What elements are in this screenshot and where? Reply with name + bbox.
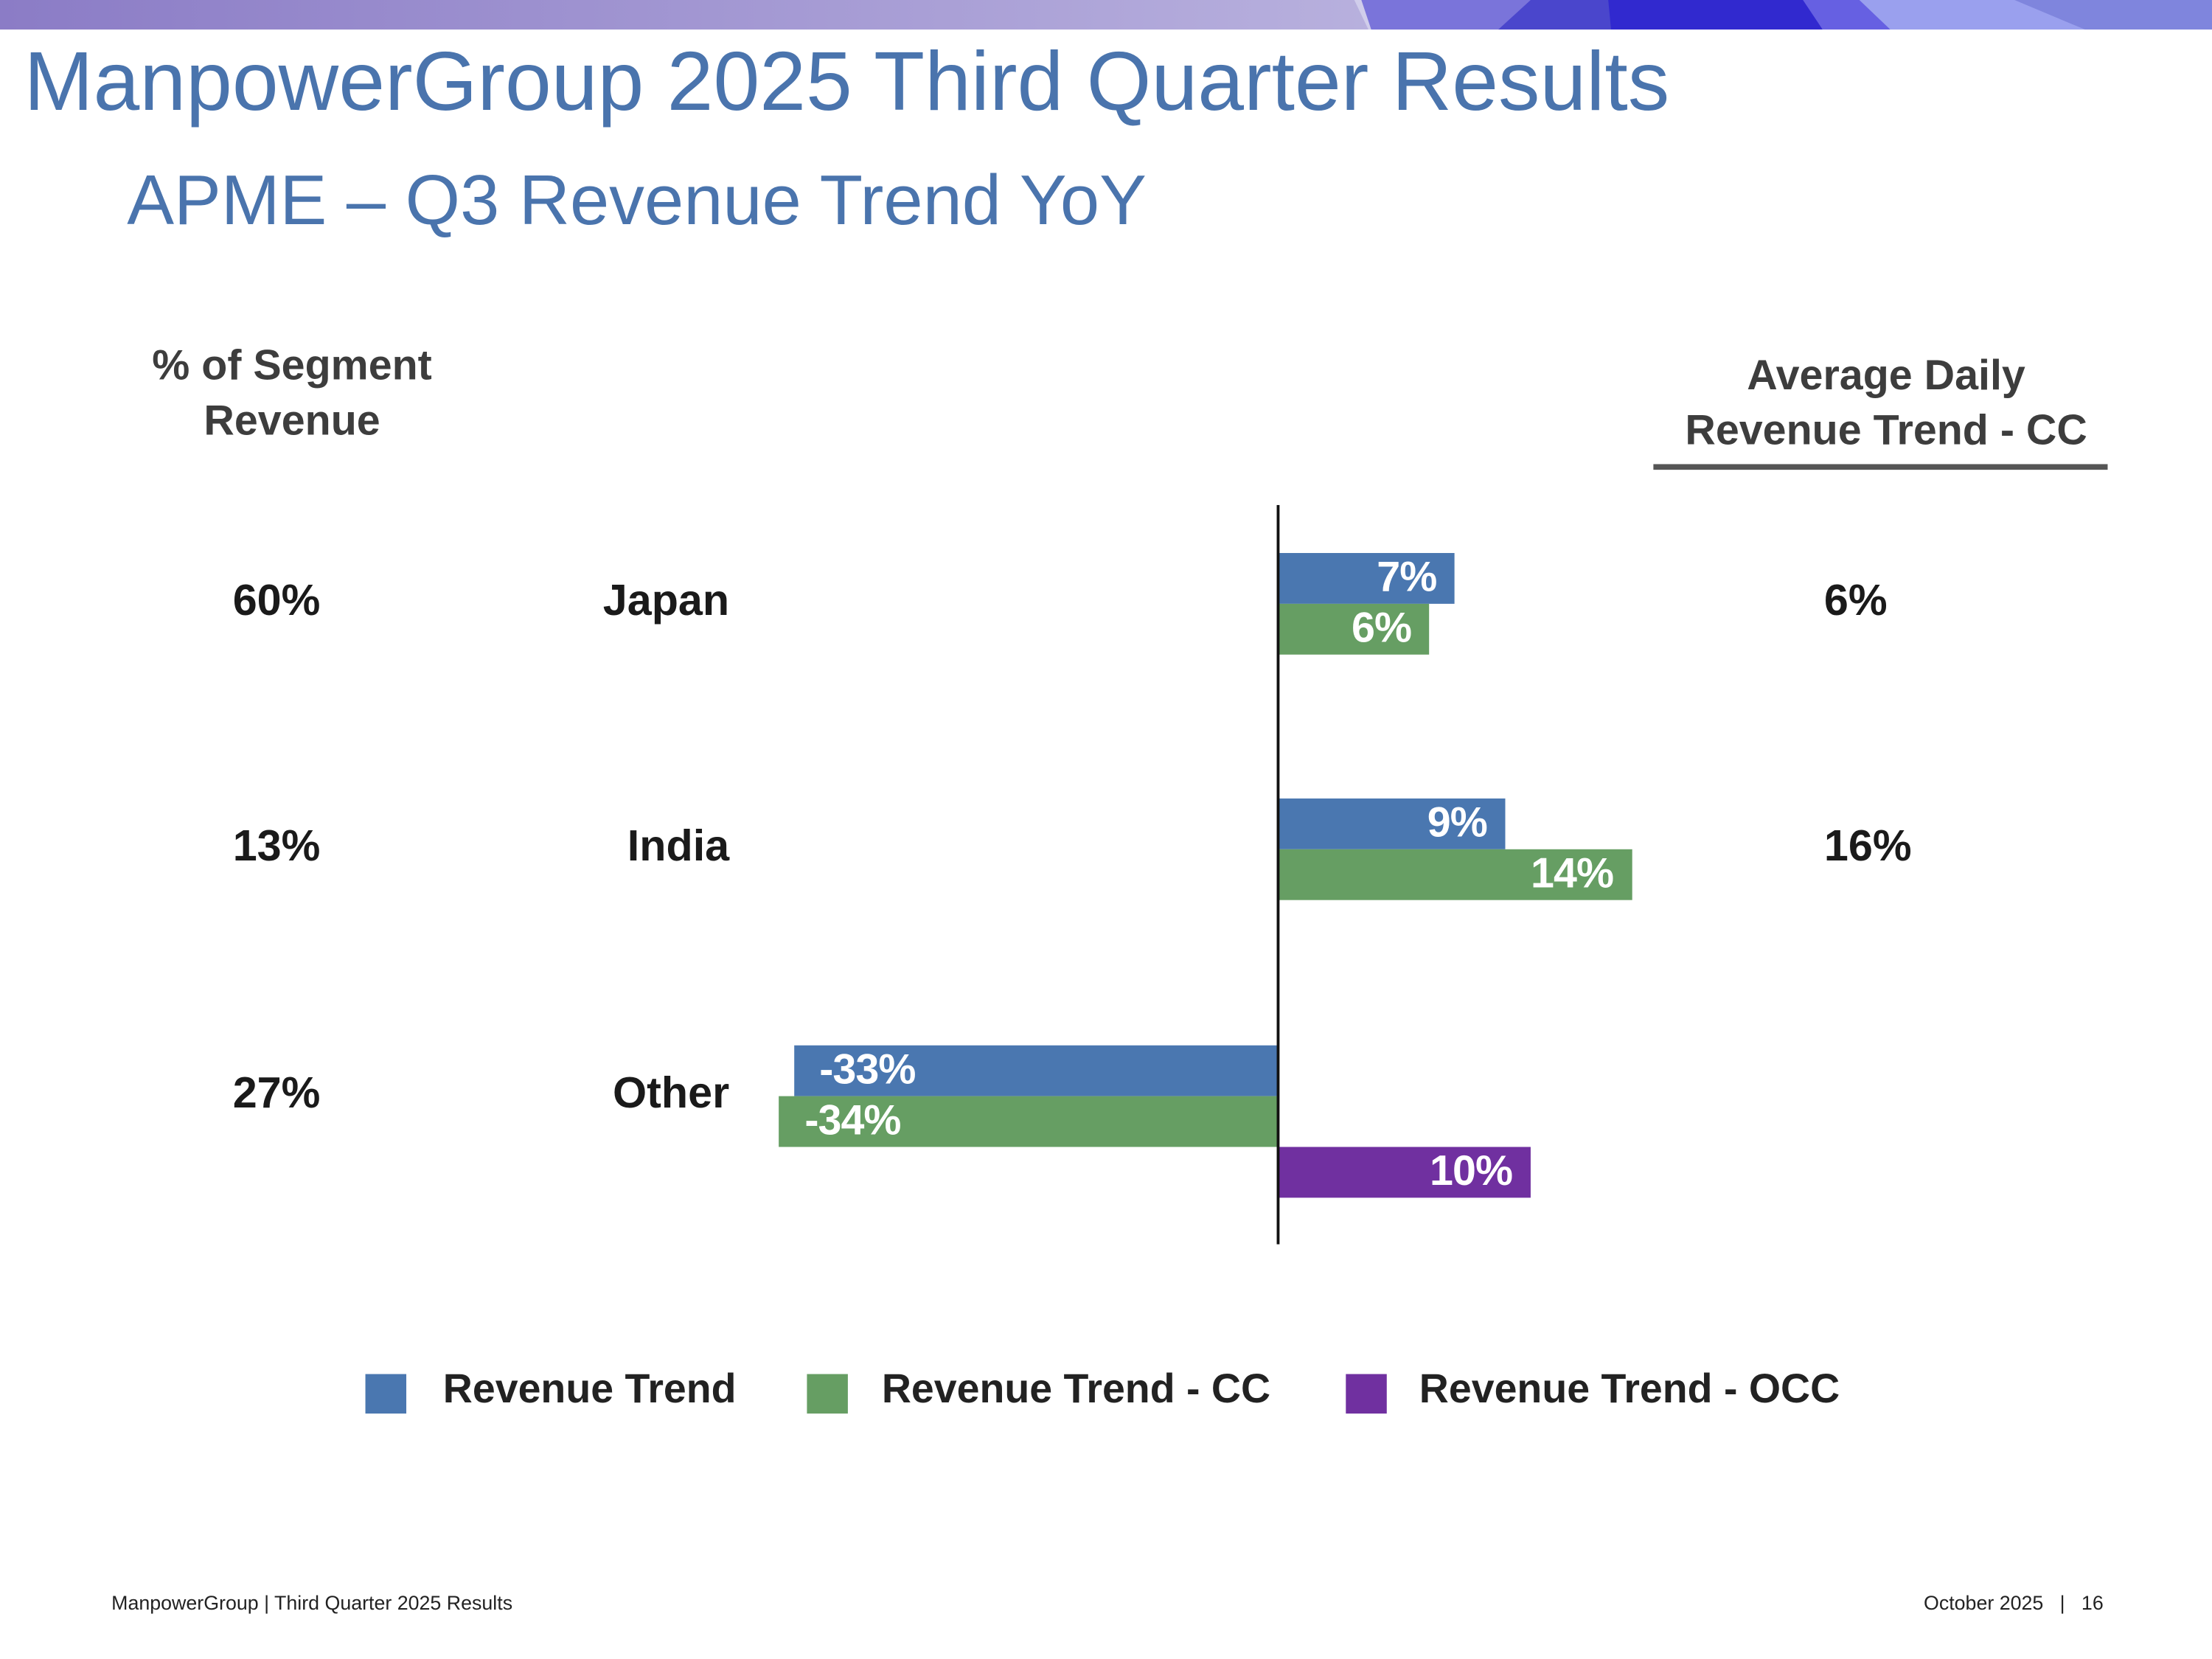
bar-data-label: 14%	[1531, 850, 1614, 897]
footer-left: ManpowerGroup | Third Quarter 2025 Resul…	[111, 1591, 513, 1614]
legend-swatch-revenue-trend	[365, 1374, 407, 1414]
bar-revenue-trend-cc-japan: 6%	[1278, 603, 1430, 655]
legend-label: Revenue Trend - CC	[881, 1366, 1271, 1413]
top-banner-decoration	[0, 0, 2212, 30]
header-line: Revenue	[204, 397, 380, 445]
segment-revenue-header: % of Segment Revenue	[80, 338, 504, 448]
legend-swatch-revenue-trend-cc	[807, 1374, 848, 1414]
avg-daily-value: 16%	[1823, 821, 1912, 871]
zero-axis	[1276, 504, 1280, 1245]
bar-revenue-trend-india: 9%	[1278, 798, 1506, 849]
bar-data-label: -33%	[819, 1046, 916, 1093]
legend-label: Revenue Trend	[442, 1366, 737, 1413]
category-label: India	[627, 821, 730, 871]
bar-revenue-trend-occ-other: 10%	[1278, 1147, 1531, 1198]
bar-data-label: 6%	[1352, 605, 1412, 652]
bar-data-label: -34%	[804, 1097, 901, 1144]
bar-data-label: 7%	[1377, 554, 1437, 602]
avg-daily-value: 6%	[1823, 575, 1888, 625]
segment-share: 27%	[232, 1068, 321, 1118]
header-line: Revenue Trend - CC	[1685, 407, 2087, 455]
bar-revenue-trend-cc-other: -34%	[779, 1096, 1279, 1147]
legend-label: Revenue Trend - OCC	[1419, 1366, 1840, 1413]
segment-share: 13%	[232, 821, 321, 871]
bar-revenue-trend-cc-india: 14%	[1278, 849, 1632, 900]
header-line: % of Segment	[152, 342, 432, 390]
footer-right: October 2025 | 16	[1923, 1591, 2104, 1614]
avg-daily-header: Average Daily Revenue Trend - CC	[1625, 349, 2147, 459]
category-label: Japan	[602, 575, 730, 625]
header-line: Average Daily	[1747, 352, 2025, 400]
legend-swatch-revenue-trend-occ	[1346, 1374, 1387, 1414]
bar-revenue-trend-japan: 7%	[1278, 553, 1455, 604]
segment-share: 60%	[232, 575, 321, 625]
slide-title: ManpowerGroup 2025 Third Quarter Results	[24, 35, 1670, 129]
category-label: Other	[612, 1068, 730, 1118]
header-underline	[1653, 464, 2108, 470]
bar-data-label: 10%	[1430, 1148, 1513, 1195]
bar-revenue-trend-other: -33%	[793, 1045, 1279, 1096]
slide-subtitle: APME – Q3 Revenue Trend YoY	[127, 161, 1147, 240]
bar-data-label: 9%	[1427, 799, 1488, 846]
